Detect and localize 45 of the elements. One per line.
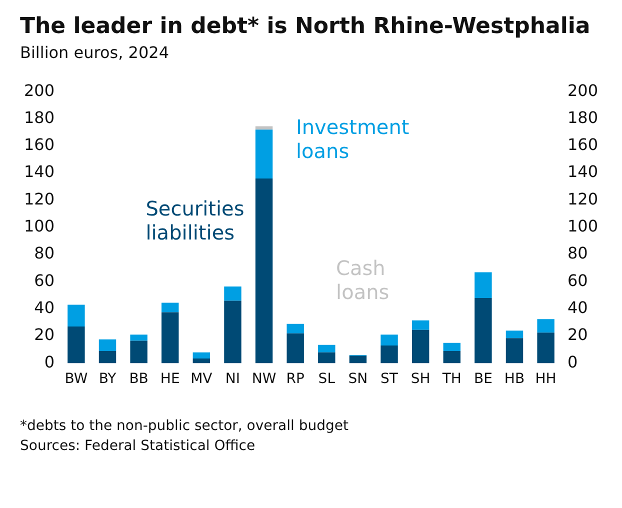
x-tick-label: RP bbox=[286, 371, 304, 388]
text: *debts to the non-public sector, overall budget bbox=[20, 418, 350, 434]
x-tick-label: NI bbox=[225, 371, 240, 388]
y2-tick-label: 160 bbox=[567, 135, 598, 154]
y-tick-label: 60 bbox=[34, 270, 55, 290]
y2-tick-label: 20 bbox=[567, 325, 588, 344]
y-tick-label: 100 bbox=[24, 216, 55, 236]
y2-tick-label: 200 bbox=[567, 80, 598, 100]
x-tick-label: HE bbox=[160, 371, 180, 388]
x-tick-label: HH bbox=[535, 371, 556, 388]
y2-tick-label: 0 bbox=[567, 352, 578, 372]
series-label: Investment loans bbox=[296, 114, 410, 163]
x-tick-label: NW bbox=[252, 371, 276, 388]
y2-tick-label: 60 bbox=[567, 270, 588, 290]
y2-tick-label: 80 bbox=[567, 244, 588, 263]
x-tick-label: MV bbox=[190, 371, 213, 388]
y-tick-label: 40 bbox=[34, 298, 55, 318]
x-tick-label: SL bbox=[318, 371, 336, 388]
x-tick-label: BY bbox=[98, 371, 117, 388]
y2-tick-label: 100 bbox=[567, 216, 598, 236]
y-tick-label: 20 bbox=[34, 325, 55, 344]
x-tick-label: SN bbox=[348, 371, 368, 388]
y-tick-label: 120 bbox=[24, 189, 55, 208]
y2-tick-label: 40 bbox=[567, 298, 588, 318]
x-tick-label: BB bbox=[129, 371, 148, 388]
x-tick-label: ST bbox=[380, 371, 398, 388]
y-tick-label: 80 bbox=[34, 244, 55, 263]
x-tick-label: BE bbox=[474, 371, 492, 388]
x-tick-label: TH bbox=[441, 371, 462, 388]
source-note: Sources: Federal Statistical Office bbox=[20, 438, 256, 454]
text: Cash loans bbox=[336, 256, 390, 304]
y-tick-label: 180 bbox=[24, 108, 55, 127]
chart-title: The leader in debt* is North Rhine-Westphalia bbox=[20, 14, 592, 39]
y-tick-label: 200 bbox=[24, 80, 55, 100]
y-tick-label: 160 bbox=[24, 135, 55, 154]
y2-tick-label: 140 bbox=[567, 162, 598, 182]
x-tick-label: SH bbox=[410, 371, 430, 388]
y2-tick-label: 120 bbox=[567, 189, 598, 208]
y-tick-label: 0 bbox=[44, 352, 55, 372]
y-tick-label: 140 bbox=[24, 162, 55, 182]
x-tick-label: BW bbox=[64, 371, 88, 388]
y2-tick-label: 180 bbox=[567, 108, 598, 127]
series-label: Securities liabilities bbox=[146, 196, 244, 244]
chart-subtitle: Billion euros, 2024 bbox=[20, 43, 170, 62]
x-tick-label: HB bbox=[504, 371, 525, 388]
